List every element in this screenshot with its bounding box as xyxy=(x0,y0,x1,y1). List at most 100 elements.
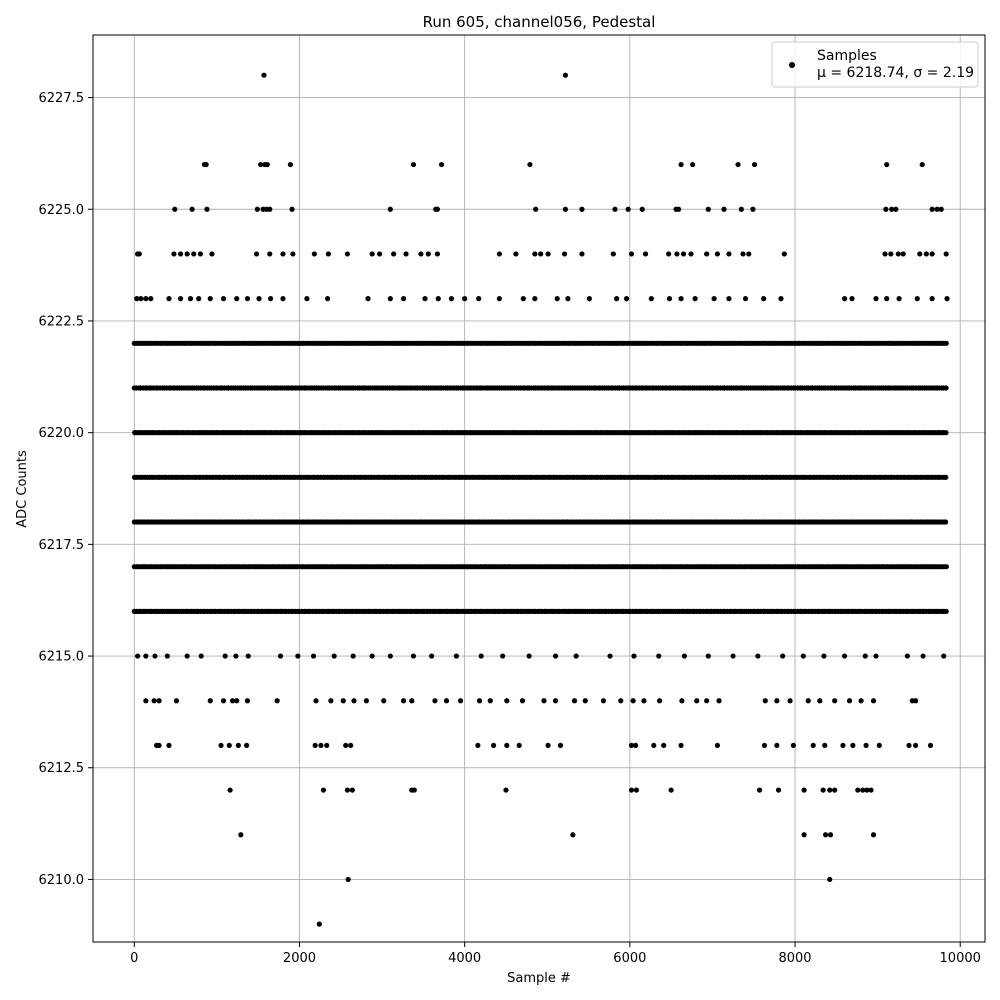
data-point xyxy=(532,251,538,257)
data-point xyxy=(666,296,673,302)
data-point xyxy=(244,698,251,704)
data-point xyxy=(173,698,180,704)
data-point xyxy=(570,832,576,838)
data-point xyxy=(873,296,879,302)
y-tick-label: 6215.0 xyxy=(39,650,85,665)
data-point xyxy=(801,787,807,793)
data-point xyxy=(927,742,934,749)
data-point xyxy=(435,296,441,302)
data-point xyxy=(832,787,838,793)
data-point xyxy=(207,296,213,302)
data-point xyxy=(532,296,538,302)
data-point xyxy=(552,653,559,659)
data-point xyxy=(900,251,906,257)
data-point xyxy=(889,206,895,212)
data-point xyxy=(674,251,680,257)
data-point xyxy=(344,251,350,257)
data-point xyxy=(387,296,393,302)
x-tick-label: 10000 xyxy=(940,951,981,966)
data-point xyxy=(562,251,568,257)
data-point xyxy=(453,653,460,659)
data-point xyxy=(648,296,654,302)
data-point xyxy=(896,296,902,302)
data-point xyxy=(562,72,569,78)
data-point xyxy=(761,296,767,302)
data-point xyxy=(418,251,424,257)
data-point xyxy=(864,787,870,793)
data-point xyxy=(704,251,710,257)
data-point xyxy=(680,251,687,257)
data-point xyxy=(714,251,721,257)
data-point xyxy=(189,206,195,212)
grid xyxy=(93,35,985,942)
data-point xyxy=(164,653,170,659)
data-point xyxy=(387,653,393,659)
data-point xyxy=(823,832,829,838)
data-point xyxy=(639,206,645,212)
data-point xyxy=(324,296,331,302)
data-point xyxy=(476,296,482,302)
data-point xyxy=(863,742,869,749)
data-point xyxy=(197,251,203,257)
data-point xyxy=(801,832,807,838)
data-point xyxy=(943,474,949,480)
data-point xyxy=(883,206,889,212)
data-point xyxy=(198,653,204,659)
data-point xyxy=(280,251,286,257)
data-point xyxy=(429,653,435,659)
data-point xyxy=(400,698,407,704)
x-tick-label: 0 xyxy=(130,951,138,966)
data-point xyxy=(516,742,522,749)
data-point xyxy=(261,72,267,78)
data-point xyxy=(832,698,838,704)
x-tick-label: 8000 xyxy=(778,951,811,966)
data-point xyxy=(668,787,674,793)
data-point xyxy=(143,698,149,704)
data-point xyxy=(166,296,172,302)
data-point xyxy=(778,296,784,302)
data-point xyxy=(325,251,331,257)
data-point xyxy=(277,653,284,659)
data-point xyxy=(244,742,250,749)
data-point xyxy=(487,698,493,704)
data-point xyxy=(750,206,756,212)
data-point xyxy=(295,653,301,659)
data-point xyxy=(184,653,190,659)
data-point xyxy=(312,742,318,749)
data-point xyxy=(600,698,607,704)
y-tick-label: 6227.5 xyxy=(39,91,85,106)
data-point xyxy=(656,698,663,704)
data-point xyxy=(711,296,717,302)
data-point xyxy=(820,787,826,793)
data-point xyxy=(860,787,866,793)
data-point xyxy=(363,698,369,704)
data-point xyxy=(631,653,637,659)
data-point xyxy=(220,698,227,704)
data-point xyxy=(148,296,154,302)
data-point xyxy=(923,251,929,257)
data-point xyxy=(943,385,949,391)
data-point xyxy=(526,653,532,659)
data-point xyxy=(579,251,585,257)
data-point xyxy=(827,876,833,883)
data-point xyxy=(391,251,397,257)
data-point xyxy=(805,698,811,704)
data-point xyxy=(203,161,209,168)
data-point xyxy=(256,296,262,302)
data-point xyxy=(410,161,417,168)
data-point xyxy=(152,653,158,659)
data-point xyxy=(290,251,296,257)
data-point xyxy=(235,742,241,749)
data-point xyxy=(171,251,177,257)
data-point xyxy=(681,653,687,659)
data-point xyxy=(381,698,387,704)
data-point xyxy=(870,698,877,704)
data-point xyxy=(780,653,786,659)
data-point xyxy=(827,787,833,793)
data-point xyxy=(941,653,947,659)
data-point xyxy=(849,296,855,302)
x-axis-ticks: 0 2000 4000 6000 8000 10000 xyxy=(130,942,981,966)
data-point xyxy=(917,251,923,257)
data-point xyxy=(143,296,149,302)
data-point xyxy=(344,787,350,793)
